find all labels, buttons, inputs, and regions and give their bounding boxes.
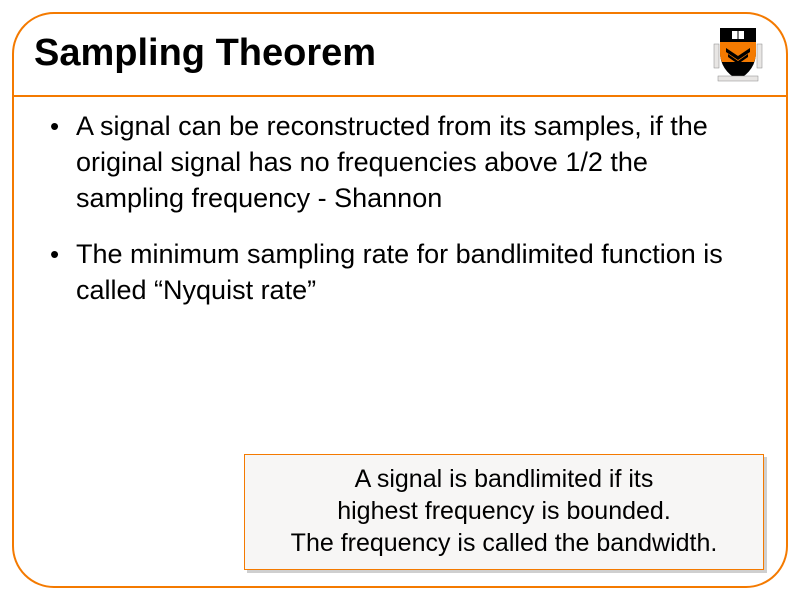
bullet-item: • A signal can be reconstructed from its… xyxy=(50,108,760,216)
callout-line: highest frequency is bounded. xyxy=(259,495,749,527)
bullet-marker-icon: • xyxy=(50,108,76,216)
bullet-marker-icon: • xyxy=(50,236,76,308)
bullet-text: The minimum sampling rate for bandlimite… xyxy=(76,236,760,308)
bullet-text: A signal can be reconstructed from its s… xyxy=(76,108,760,216)
princeton-shield-icon xyxy=(710,22,766,84)
callout-line: A signal is bandlimited if its xyxy=(259,463,749,495)
bullet-item: • The minimum sampling rate for bandlimi… xyxy=(50,236,760,308)
slide-content: • A signal can be reconstructed from its… xyxy=(50,108,760,328)
slide-title: Sampling Theorem xyxy=(34,32,376,75)
title-divider xyxy=(12,95,788,97)
callout-line: The frequency is called the bandwidth. xyxy=(259,527,749,559)
title-bar: Sampling Theorem xyxy=(34,18,766,88)
callout-box: A signal is bandlimited if its highest f… xyxy=(244,454,764,570)
